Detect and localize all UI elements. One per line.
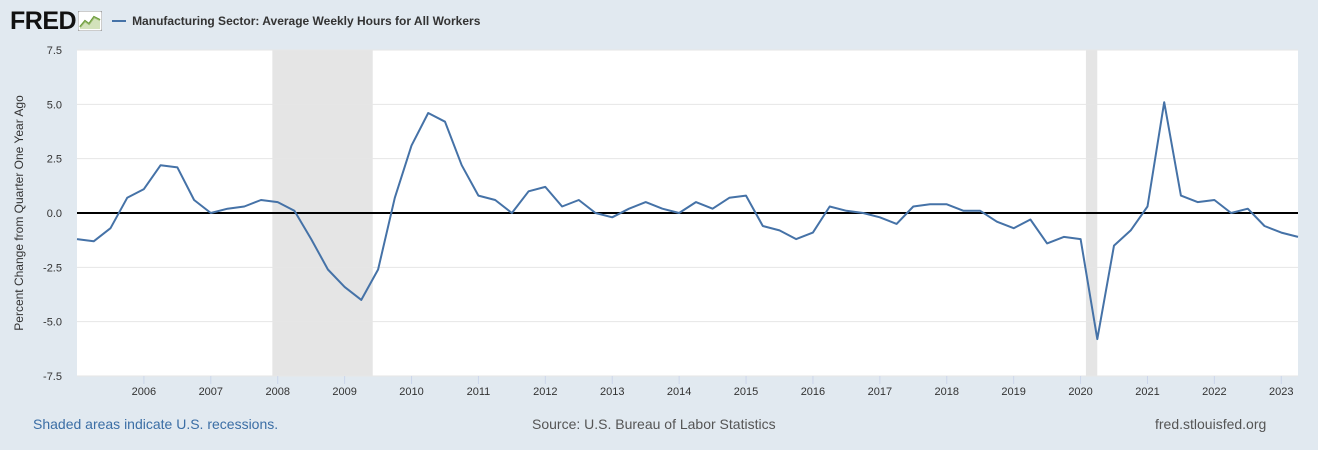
x-tick-label: 2023 xyxy=(1269,386,1293,398)
y-tick-label: 7.5 xyxy=(47,45,62,57)
y-tick-label: -7.5 xyxy=(43,371,62,383)
line-chart[interactable]: 7.55.02.50.0-2.5-5.0-7.5 2006 2007 2008 200… xyxy=(0,0,1318,410)
series-polyline xyxy=(76,101,1299,341)
x-tick-label: 2007 xyxy=(199,386,223,398)
x-tick-label: 2012 xyxy=(533,386,557,398)
x-tick-label: 2020 xyxy=(1068,386,1092,398)
x-tick-label: 2022 xyxy=(1202,386,1226,398)
x-tick-label: 2010 xyxy=(399,386,423,398)
recessions-note[interactable]: Shaded areas indicate U.S. recessions. xyxy=(33,416,279,432)
y-axis-label: Percent Change from Quarter One Year Ago xyxy=(12,95,26,331)
series-line[interactable] xyxy=(76,101,1299,341)
x-tick-label: 2018 xyxy=(935,386,959,398)
fred-logo-text: FRED xyxy=(10,6,77,35)
legend-label: Manufacturing Sector: Average Weekly Hou… xyxy=(132,14,481,28)
x-tick-label: 2006 xyxy=(132,386,156,398)
y-tick-label: 2.5 xyxy=(47,154,62,166)
legend-swatch xyxy=(112,20,127,22)
y-tick-label: -2.5 xyxy=(43,262,62,274)
chart-badge-icon xyxy=(78,11,103,31)
x-tick-label: 2008 xyxy=(265,386,289,398)
y-tick-label: 5.0 xyxy=(47,99,62,111)
x-tick-label: 2014 xyxy=(667,386,691,398)
x-tick-label: 2016 xyxy=(801,386,825,398)
x-tick-label: 2013 xyxy=(600,386,624,398)
x-tick-label: 2009 xyxy=(332,386,356,398)
y-tick-label: -5.0 xyxy=(43,317,62,329)
x-tick-label: 2021 xyxy=(1135,386,1159,398)
chart-legend[interactable]: Manufacturing Sector: Average Weekly Hou… xyxy=(112,14,480,28)
site-link[interactable]: fred.stlouisfed.org xyxy=(1155,416,1267,432)
x-tick-label: 2019 xyxy=(1001,386,1025,398)
source-note: Source: U.S. Bureau of Labor Statistics xyxy=(532,416,776,432)
y-tick-label: 0.0 xyxy=(47,208,62,220)
x-tick-label: 2017 xyxy=(868,386,892,398)
x-axis-ticks: 2006 2007 2008 2009 2010 2011 2012 2013 2014 2015… xyxy=(132,376,1294,398)
x-tick-label: 2011 xyxy=(467,386,491,398)
x-tick-label: 2015 xyxy=(734,386,758,398)
fred-logo[interactable]: FRED xyxy=(10,6,103,35)
y-axis-ticks: 7.5 5.0 2.5 0.0 -2.5 -5.0 -7.5 xyxy=(43,45,62,383)
chart-header: FRED Manufacturing Sector: Average Weekl… xyxy=(10,6,480,36)
